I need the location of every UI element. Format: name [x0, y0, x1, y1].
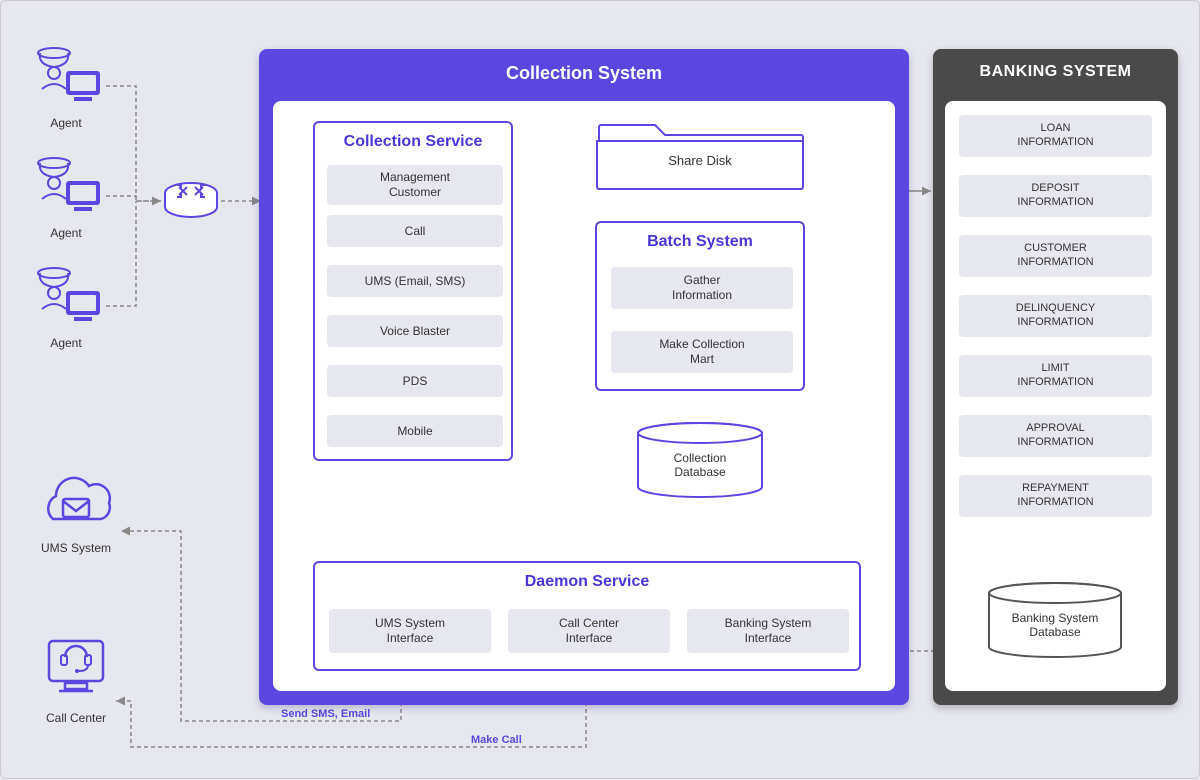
collection-inner-panel: Collection Service Management Customer C… — [273, 101, 895, 691]
svc-item-5: Mobile — [327, 415, 503, 447]
agent-label-1: Agent — [26, 116, 106, 130]
svc-item-4: PDS — [327, 365, 503, 397]
agent-group-2: Agent — [26, 151, 106, 240]
daemon-item-1: Call Center Interface — [508, 609, 670, 653]
ums-system-label: UMS System — [31, 541, 121, 555]
agent-group-1: Agent — [26, 41, 106, 130]
daemon-item-0: UMS System Interface — [329, 609, 491, 653]
bank-item-5: APPROVAL INFORMATION — [959, 415, 1152, 457]
batch-title: Batch System — [597, 223, 803, 257]
agent-label-3: Agent — [26, 336, 106, 350]
banking-system-panel: BANKING SYSTEM LOAN INFORMATION DEPOSIT … — [933, 49, 1178, 705]
svc-item-2: UMS (Email, SMS) — [327, 265, 503, 297]
collection-db-label: Collection Database — [635, 451, 765, 479]
collection-db: Collection Database — [635, 421, 765, 501]
bank-item-6: REPAYMENT INFORMATION — [959, 475, 1152, 517]
edge-label-send: Send SMS, Email — [281, 708, 370, 720]
daemon-title: Daemon Service — [315, 563, 859, 597]
bank-item-0: LOAN INFORMATION — [959, 115, 1152, 157]
call-center-icon: Call Center — [31, 621, 121, 725]
agent-icon — [26, 261, 106, 331]
banking-db: Banking System Database — [985, 581, 1125, 661]
banking-db-label: Banking System Database — [985, 611, 1125, 639]
bank-item-4: LIMIT INFORMATION — [959, 355, 1152, 397]
agent-label-2: Agent — [26, 226, 106, 240]
collection-service-panel: Collection Service Management Customer C… — [313, 121, 513, 461]
banking-title: BANKING SYSTEM — [933, 49, 1178, 91]
share-disk-label: Share Disk — [595, 153, 805, 168]
bank-item-1: DEPOSIT INFORMATION — [959, 175, 1152, 217]
collection-system-panel: Collection System Collection Service Man… — [259, 49, 909, 705]
collection-service-title: Collection Service — [315, 123, 511, 159]
edge-label-call: Make Call — [471, 734, 522, 746]
call-center-label: Call Center — [31, 711, 121, 725]
bank-item-2: CUSTOMER INFORMATION — [959, 235, 1152, 277]
banking-inner: LOAN INFORMATION DEPOSIT INFORMATION CUS… — [945, 101, 1166, 691]
router-icon — [161, 171, 221, 236]
batch-system-panel: Batch System Gather Information Make Col… — [595, 221, 805, 391]
agent-icon — [26, 41, 106, 111]
collection-title: Collection System — [259, 49, 909, 94]
agent-group-3: Agent — [26, 261, 106, 350]
svc-item-1: Call — [327, 215, 503, 247]
svc-item-3: Voice Blaster — [327, 315, 503, 347]
daemon-service-panel: Daemon Service UMS System Interface Call… — [313, 561, 861, 671]
svc-item-0: Management Customer — [327, 165, 503, 205]
daemon-item-2: Banking System Interface — [687, 609, 849, 653]
share-disk-box: Share Disk — [595, 121, 805, 191]
bank-item-3: DELINQUENCY INFORMATION — [959, 295, 1152, 337]
batch-item-0: Gather Information — [611, 267, 793, 309]
ums-system-icon: UMS System — [31, 461, 121, 555]
batch-item-1: Make Collection Mart — [611, 331, 793, 373]
agent-icon — [26, 151, 106, 221]
